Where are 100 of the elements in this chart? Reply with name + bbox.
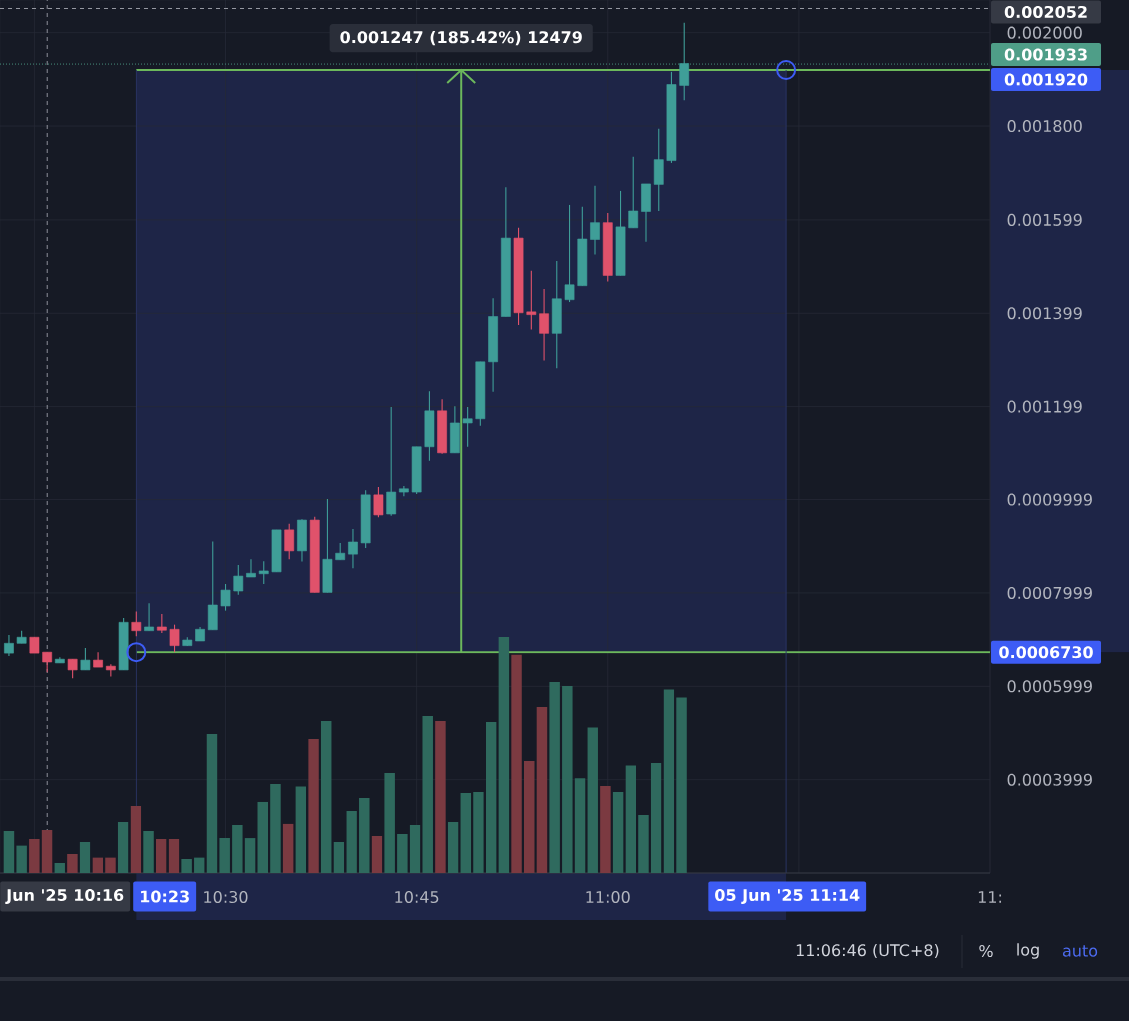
candlestick [246, 558, 256, 578]
bar [244, 838, 256, 873]
y-tick-label: 0.001199 [1007, 400, 1082, 413]
bar [3, 830, 15, 873]
bar [282, 823, 294, 873]
bar [92, 857, 104, 873]
bar [371, 835, 383, 873]
bar [155, 839, 167, 873]
y-tick-label: 0.001599 [1007, 213, 1082, 226]
bar [473, 792, 484, 873]
bar [549, 682, 560, 873]
bar [29, 839, 40, 873]
candlestick [144, 602, 154, 632]
bar [219, 838, 230, 873]
candlestick [373, 486, 384, 518]
bar [460, 792, 472, 873]
bar [232, 825, 243, 873]
ref-line-label: 0.001920 [1004, 73, 1088, 86]
candlestick [386, 406, 397, 517]
bar [638, 814, 649, 873]
y-tick-label: 0.0005999 [1007, 680, 1092, 693]
bar [409, 825, 421, 873]
y-tick-label: 0.002000 [1007, 26, 1082, 39]
candlestick [564, 204, 575, 303]
candlestick [156, 613, 167, 634]
bar [308, 738, 319, 873]
bar [511, 654, 522, 873]
candlestick [462, 406, 473, 448]
candlestick [679, 22, 690, 101]
bar [397, 834, 408, 873]
bar [346, 810, 357, 873]
ref-line-label: 0.001933 [1004, 48, 1087, 61]
bar [333, 842, 345, 873]
bar [130, 805, 142, 873]
bar [447, 822, 459, 873]
candlestick [348, 528, 358, 569]
bar [270, 784, 281, 873]
bar [562, 686, 573, 873]
candlestick [526, 270, 537, 331]
ref-line-label: 0.0006730 [999, 646, 1093, 659]
annotation: 0.001247 (185.42%) 12479 [340, 30, 582, 46]
bar [257, 801, 268, 873]
candlestick [233, 564, 244, 596]
candlestick [67, 658, 78, 679]
bar [498, 636, 510, 873]
bar [359, 797, 370, 873]
y-tick-label: 0.0009999 [1007, 493, 1092, 506]
y-tick-label: 0.001800 [1007, 119, 1082, 133]
candlestick [220, 583, 231, 612]
bar [181, 859, 192, 873]
candlestick [42, 651, 53, 673]
bar [435, 721, 446, 873]
bar [79, 842, 91, 873]
candlestick [590, 185, 600, 255]
ref-line-label: 0.002052 [1004, 5, 1087, 19]
candlestick [628, 156, 639, 229]
candlestick [131, 611, 142, 637]
x-tick-label: 10:30 [204, 890, 248, 904]
ref-line-label: 05 Jun '25 11:14 [715, 888, 860, 905]
bar [41, 830, 53, 873]
bar [206, 733, 218, 873]
bar [67, 854, 78, 873]
candlestick [105, 663, 116, 677]
bar [320, 721, 332, 873]
bar [524, 760, 535, 873]
bar [194, 857, 205, 873]
bar [536, 707, 548, 873]
bar [587, 727, 598, 873]
text: log [1017, 943, 1039, 959]
bar [105, 857, 116, 873]
candlestick [399, 485, 409, 497]
x-tick-label: 11: [978, 891, 1002, 903]
bar [625, 765, 637, 873]
candlestick [4, 634, 14, 657]
candlestick [258, 560, 269, 585]
y-tick-label: 0.001399 [1007, 307, 1082, 320]
ref-line-label: Jun '25 10:16 [5, 888, 124, 905]
text: % [979, 944, 993, 958]
bar [485, 721, 497, 873]
bar [295, 786, 307, 873]
x-tick-label: 11:00 [586, 890, 630, 904]
bar [650, 763, 662, 873]
ref-line-label: 10:23 [141, 890, 189, 903]
bar [422, 716, 433, 873]
text: auto [1062, 945, 1098, 957]
bar [612, 792, 624, 873]
candlestick [539, 288, 549, 361]
bar [663, 689, 675, 873]
candlestick [169, 624, 180, 653]
candlestick [284, 523, 295, 560]
bar [16, 845, 27, 873]
bar [384, 772, 395, 873]
candlestick [80, 647, 91, 671]
bar [168, 839, 180, 873]
text: 11:06:46 (UTC+8) [796, 943, 939, 959]
bar [600, 785, 611, 873]
y-tick-label: 0.0003999 [1007, 773, 1092, 786]
y-tick-label: 0.0007999 [1007, 586, 1092, 599]
bar [143, 830, 154, 873]
bar [676, 697, 687, 873]
